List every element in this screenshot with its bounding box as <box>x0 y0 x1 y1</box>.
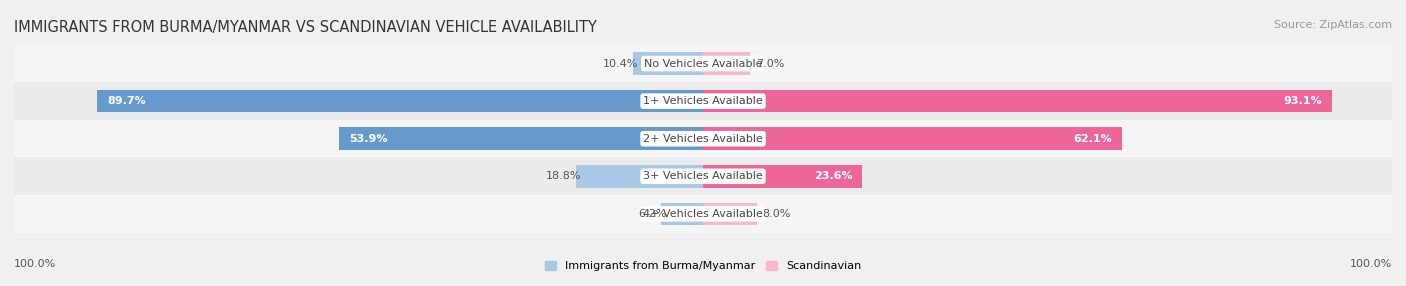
Text: 4+ Vehicles Available: 4+ Vehicles Available <box>643 209 763 219</box>
Text: 10.4%: 10.4% <box>603 59 638 69</box>
Bar <box>14 82 1392 120</box>
Text: 3+ Vehicles Available: 3+ Vehicles Available <box>643 171 763 181</box>
Legend: Immigrants from Burma/Myanmar, Scandinavian: Immigrants from Burma/Myanmar, Scandinav… <box>544 261 862 271</box>
Bar <box>14 120 1392 158</box>
Text: 53.9%: 53.9% <box>349 134 388 144</box>
Text: IMMIGRANTS FROM BURMA/MYANMAR VS SCANDINAVIAN VEHICLE AVAILABILITY: IMMIGRANTS FROM BURMA/MYANMAR VS SCANDIN… <box>14 20 598 35</box>
Bar <box>14 195 1392 233</box>
Text: 2+ Vehicles Available: 2+ Vehicles Available <box>643 134 763 144</box>
Text: 62.1%: 62.1% <box>1074 134 1112 144</box>
Text: 1+ Vehicles Available: 1+ Vehicles Available <box>643 96 763 106</box>
Bar <box>661 202 703 225</box>
Bar <box>14 45 1392 82</box>
Text: 89.7%: 89.7% <box>107 96 146 106</box>
Text: 100.0%: 100.0% <box>1350 259 1392 269</box>
Bar <box>703 90 1331 112</box>
Bar <box>703 52 751 75</box>
Bar <box>633 52 703 75</box>
Text: 6.2%: 6.2% <box>638 209 666 219</box>
Bar <box>703 202 756 225</box>
Text: 93.1%: 93.1% <box>1284 96 1322 106</box>
Text: Source: ZipAtlas.com: Source: ZipAtlas.com <box>1274 20 1392 30</box>
Bar <box>703 165 862 188</box>
Text: No Vehicles Available: No Vehicles Available <box>644 59 762 69</box>
Bar <box>97 90 703 112</box>
Text: 8.0%: 8.0% <box>762 209 790 219</box>
Bar <box>14 158 1392 195</box>
Bar <box>703 128 1122 150</box>
Text: 18.8%: 18.8% <box>546 171 582 181</box>
Text: 100.0%: 100.0% <box>14 259 56 269</box>
Bar <box>576 165 703 188</box>
Bar <box>339 128 703 150</box>
Text: 23.6%: 23.6% <box>814 171 852 181</box>
Text: 7.0%: 7.0% <box>755 59 785 69</box>
